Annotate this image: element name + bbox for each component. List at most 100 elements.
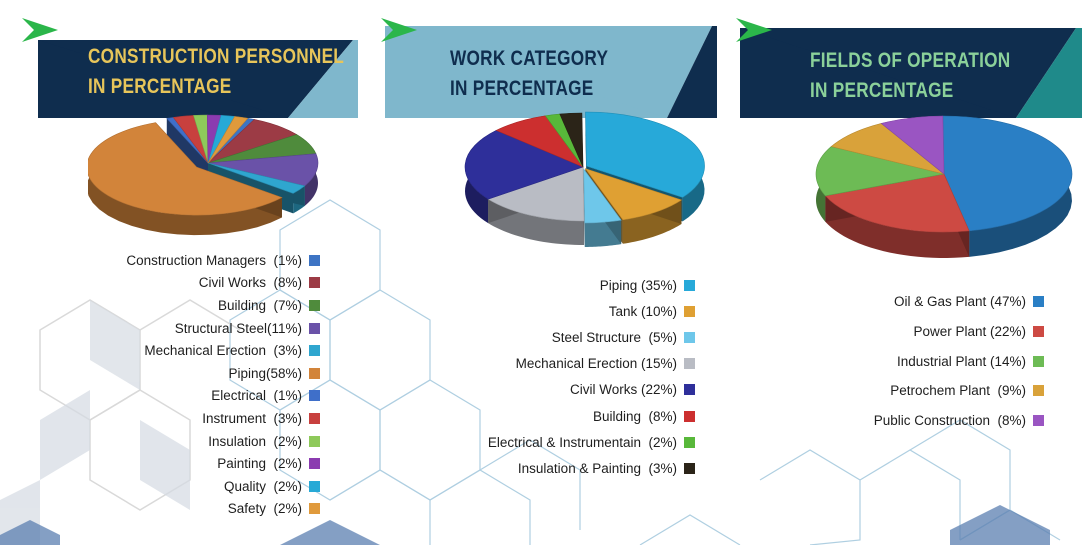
legend-label: Structural Steel(11%) <box>174 320 302 336</box>
legend-label: Steel Structure (5%) <box>551 329 677 345</box>
legend-label: Mechanical Erection (3%) <box>144 343 302 359</box>
legend-label: Electrical & Instrumentain (2%) <box>487 434 677 450</box>
legend-item: Piping (35%) <box>375 272 695 298</box>
legend-swatch <box>309 345 320 357</box>
legend-label: Insulation & Painting (3%) <box>517 460 677 476</box>
legend: Piping (35%) Tank (10%) Steel Structure (5… <box>375 272 695 482</box>
legend-swatch <box>1033 355 1044 367</box>
legend-item: Civil Works (8%) <box>20 272 320 295</box>
legend-label: Painting (2%) <box>217 456 302 472</box>
legend-label: Insulation (2%) <box>208 433 302 449</box>
legend-swatch <box>309 503 320 515</box>
legend-swatch <box>1033 415 1044 427</box>
pie-slice-3 <box>487 166 585 222</box>
legend-label: Mechanical Erection (15%) <box>515 356 677 372</box>
legend-label: Instrument (3%) <box>202 410 302 426</box>
legend-swatch <box>309 390 320 402</box>
legend-item: Safety (2%) <box>20 498 320 521</box>
legend-label: Industrial Plant (14%) <box>896 353 1026 369</box>
legend-item: Quality (2%) <box>20 475 320 498</box>
legend-label: Piping(58%) <box>228 365 302 381</box>
legend-label: Civil Works (22%) <box>569 382 677 398</box>
legend-item: Public Construction (8%) <box>724 406 1044 436</box>
pie-slice-7 <box>559 112 584 168</box>
legend-item: Building (8%) <box>375 403 695 429</box>
legend-swatch <box>309 322 320 334</box>
legend-item: Petrochem Plant (9%) <box>724 376 1044 406</box>
legend-label: Safety (2%) <box>227 501 302 517</box>
legend-item: Construction Managers (1%) <box>20 249 320 272</box>
legend-label: Civil Works (8%) <box>198 275 302 291</box>
legend-swatch <box>309 254 320 266</box>
legend-swatch <box>309 480 320 492</box>
pie-slice-1 <box>584 168 683 221</box>
work-category-panel: WORK CATEGORY IN PERCENTAGE Piping (35%)… <box>367 0 727 545</box>
legend-label: Building (8%) <box>592 408 677 424</box>
legend-swatch <box>1033 385 1044 397</box>
pie-slice-4 <box>464 130 584 200</box>
legend-swatch <box>1033 296 1044 308</box>
title-banner <box>22 18 358 118</box>
pie-slice-5 <box>88 122 283 216</box>
legend-swatch <box>684 331 695 343</box>
pie-slice-11 <box>207 116 249 164</box>
legend-swatch <box>309 367 320 379</box>
pie-slice-4 <box>880 115 945 175</box>
legend-item: Steel Structure (5%) <box>375 324 695 350</box>
pie-slice-0 <box>942 115 1073 232</box>
chart-title: WORK CATEGORY IN PERCENTAGE <box>450 47 609 100</box>
legend-item: Mechanical Erection (3%) <box>20 339 320 362</box>
pie-chart <box>815 115 1073 258</box>
construction-personnel-panel: CONSTRUCTION PERSONNEL IN PERCENTAGE Con… <box>8 0 368 545</box>
legend-swatch <box>684 462 695 474</box>
legend-swatch <box>309 458 320 470</box>
legend-label: Petrochem Plant (9%) <box>890 383 1026 399</box>
pie-chart <box>464 111 705 247</box>
fields-of-operation-panel: FIELDS OF OPERATION IN PERCENTAGE Oil & … <box>726 0 1086 545</box>
legend-item: Electrical (1%) <box>20 385 320 408</box>
pie-slice-3 <box>207 153 319 187</box>
legend-label: Building (7%) <box>217 297 302 313</box>
chevron-icon <box>22 18 58 42</box>
legend-item: Mechanical Erection (15%) <box>375 351 695 377</box>
chevron-icon <box>736 18 772 42</box>
legend-item: Power Plant (22%) <box>724 317 1044 347</box>
legend-swatch <box>684 305 695 317</box>
legend: Oil & Gas Plant (47%) Power Plant (22%) In… <box>724 287 1044 435</box>
legend-label: Oil & Gas Plant (47%) <box>893 294 1026 310</box>
legend-item: Structural Steel(11%) <box>20 317 320 340</box>
legend-item: Insulation (2%) <box>20 430 320 453</box>
legend-swatch <box>309 435 320 447</box>
legend-label: Public Construction (8%) <box>873 413 1026 429</box>
legend-swatch <box>684 358 695 370</box>
legend-item: Oil & Gas Plant (47%) <box>724 287 1044 317</box>
legend-swatch <box>1033 326 1044 338</box>
pie-chart <box>88 114 319 236</box>
legend-label: Construction Managers (1%) <box>126 252 302 268</box>
legend-item: Electrical & Instrumentain (2%) <box>375 429 695 455</box>
legend-item: Insulation & Painting (3%) <box>375 455 695 481</box>
legend-item: Industrial Plant (14%) <box>724 346 1044 376</box>
pie-slice-2 <box>815 146 945 197</box>
legend-label: Tank (10%) <box>608 303 677 319</box>
legend-swatch <box>309 412 320 424</box>
legend-swatch <box>684 384 695 396</box>
chart-title: CONSTRUCTION PERSONNEL IN PERCENTAGE <box>88 45 345 98</box>
chevron-icon <box>381 18 417 42</box>
legend-swatch <box>684 410 695 422</box>
legend-item: Piping(58%) <box>20 362 320 385</box>
pie-slice-4 <box>207 162 306 194</box>
legend-label: Quality (2%) <box>223 478 302 494</box>
pie-slice-1 <box>824 173 970 233</box>
legend-label: Electrical (1%) <box>211 388 302 404</box>
title-banner <box>381 18 717 118</box>
pie-slice-0 <box>585 111 705 198</box>
legend-swatch <box>309 277 320 289</box>
legend-item: Building (7%) <box>20 294 320 317</box>
legend-swatch <box>309 299 320 311</box>
legend-swatch <box>684 279 695 291</box>
legend-item: Tank (10%) <box>375 298 695 324</box>
legend-item: Painting (2%) <box>20 452 320 475</box>
title-banner <box>736 18 1082 118</box>
